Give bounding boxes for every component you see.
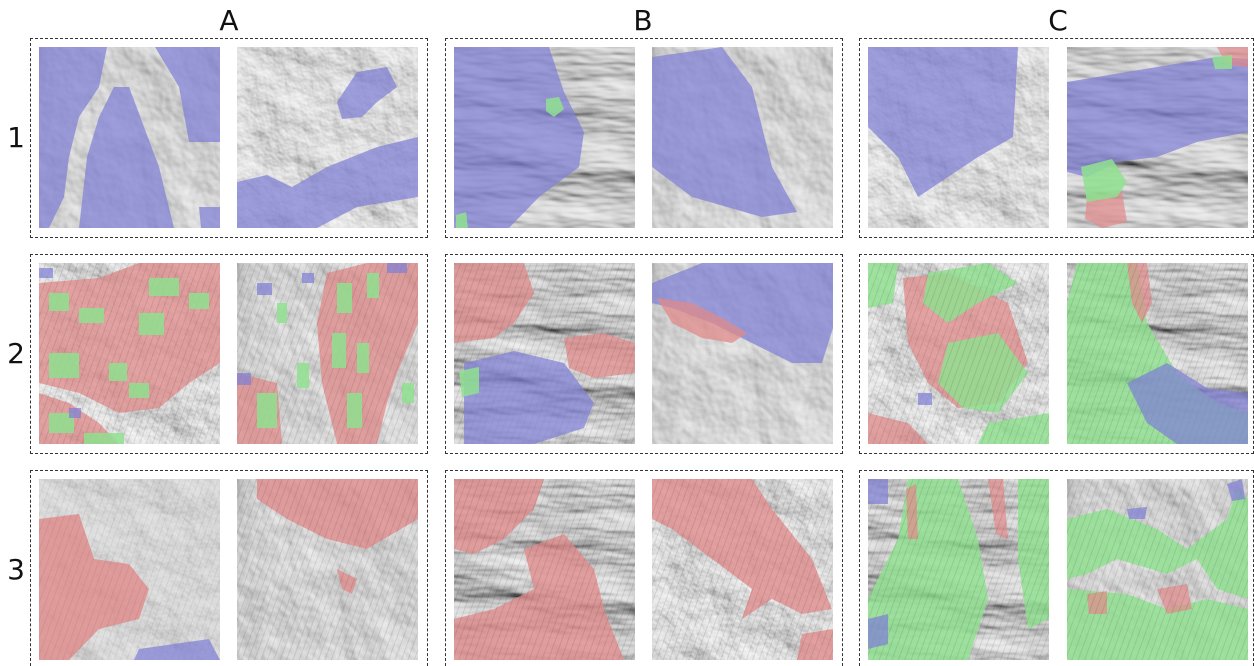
tile-a2-left: [39, 263, 220, 444]
tile-c2-left: [868, 263, 1049, 444]
group-a3: [30, 470, 428, 666]
tile-c1-right: [1067, 47, 1248, 228]
tile-b1-left: [454, 47, 635, 228]
tile-a2-right: [237, 263, 418, 444]
column-label-a: A: [219, 4, 239, 37]
tile-b3-left: [454, 479, 635, 660]
column-label-c: C: [1048, 4, 1068, 37]
tile-c2-right: [1067, 263, 1248, 444]
tile-b3-right: [652, 479, 833, 660]
row-label-3: 3: [7, 553, 25, 586]
tile-b2-left: [454, 263, 635, 444]
tile-b1-right: [652, 47, 833, 228]
tile-c3-right: [1067, 479, 1248, 660]
tile-a3-right: [237, 479, 418, 660]
row-label-1: 1: [7, 121, 25, 154]
column-label-b: B: [633, 4, 653, 37]
group-a2: [30, 254, 428, 454]
tile-a3-left: [39, 479, 220, 660]
tile-c3-left: [868, 479, 1049, 660]
tile-a1-left: [39, 47, 220, 228]
tile-c1-left: [868, 47, 1049, 228]
group-b1: [445, 38, 843, 238]
tile-b2-right: [652, 263, 833, 444]
tile-a1-right: [237, 47, 418, 228]
row-label-2: 2: [7, 337, 25, 370]
group-b3: [445, 470, 843, 666]
group-b2: [445, 254, 843, 454]
group-a1: [30, 38, 428, 238]
